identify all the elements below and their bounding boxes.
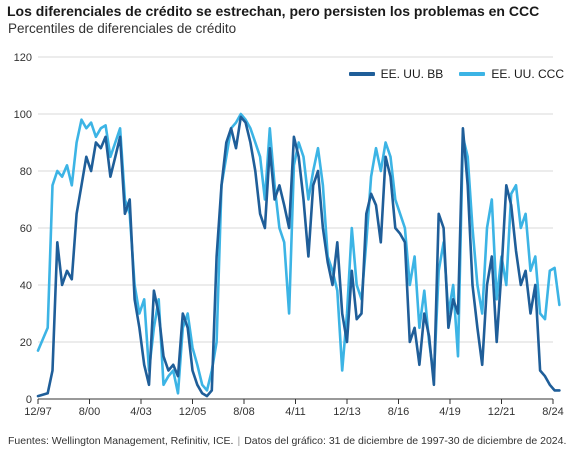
x-tick-label-7: 8/16 bbox=[388, 406, 409, 418]
x-tick-label-6: 12/13 bbox=[333, 406, 361, 418]
x-axis: 12/97 8/00 4/03 12/05 8/08 4/11 12/13 8/16 4/19 1… bbox=[24, 398, 564, 418]
legend-swatch-ccc bbox=[459, 72, 486, 76]
x-tick-label-2: 4/03 bbox=[130, 406, 151, 418]
y-axis-labels: 0 20 40 60 80 100 120 bbox=[14, 52, 32, 406]
source-separator: | bbox=[237, 435, 241, 447]
legend: EE. UU. BB EE. UU. CCC bbox=[348, 67, 564, 81]
x-tick-label-9: 12/21 bbox=[488, 406, 516, 418]
x-tick-label-8: 4/19 bbox=[439, 406, 460, 418]
source-note: Fuentes: Wellington Management, Refiniti… bbox=[8, 435, 566, 447]
series-lines bbox=[36, 112, 561, 398]
y-tick-label-80: 80 bbox=[20, 166, 32, 178]
x-tick-label-3: 12/05 bbox=[179, 406, 207, 418]
source-text: Fuentes: Wellington Management, Refiniti… bbox=[8, 435, 234, 447]
chart-subtitle: Percentiles de diferenciales de crédito bbox=[8, 21, 237, 36]
y-tick-label-100: 100 bbox=[14, 109, 32, 121]
legend-item-ccc: EE. UU. CCC bbox=[459, 67, 564, 81]
legend-label-bb: EE. UU. BB bbox=[380, 67, 444, 81]
x-tick-label-4: 8/08 bbox=[233, 406, 254, 418]
series-line-bb bbox=[36, 115, 561, 398]
y-tick-label-0: 0 bbox=[26, 394, 32, 406]
legend-swatch-bb bbox=[348, 72, 375, 76]
x-tick-label-5: 4/11 bbox=[285, 406, 306, 418]
legend-item-bb: EE. UU. BB bbox=[348, 67, 444, 81]
x-tick-label-10: 8/24 bbox=[542, 406, 563, 418]
legend-label-ccc: EE. UU. CCC bbox=[491, 67, 564, 81]
line-chart: 0 20 40 60 80 100 120 12/97 8/00 4/03 12/05 8/08 4/… bbox=[14, 52, 564, 418]
y-tick-label-40: 40 bbox=[20, 280, 32, 292]
chart-title: Los diferenciales de crédito se estrecha… bbox=[7, 3, 540, 19]
y-tick-label-60: 60 bbox=[20, 223, 32, 235]
x-tick-label-1: 8/00 bbox=[79, 406, 100, 418]
y-tick-label-120: 120 bbox=[14, 52, 32, 64]
series-line-ccc bbox=[36, 112, 561, 395]
gridlines bbox=[38, 56, 553, 343]
x-tick-label-0: 12/97 bbox=[24, 406, 52, 418]
data-note-text: Datos del gráfico: 31 de diciembre de 19… bbox=[244, 435, 567, 447]
y-tick-label-20: 20 bbox=[20, 337, 32, 349]
